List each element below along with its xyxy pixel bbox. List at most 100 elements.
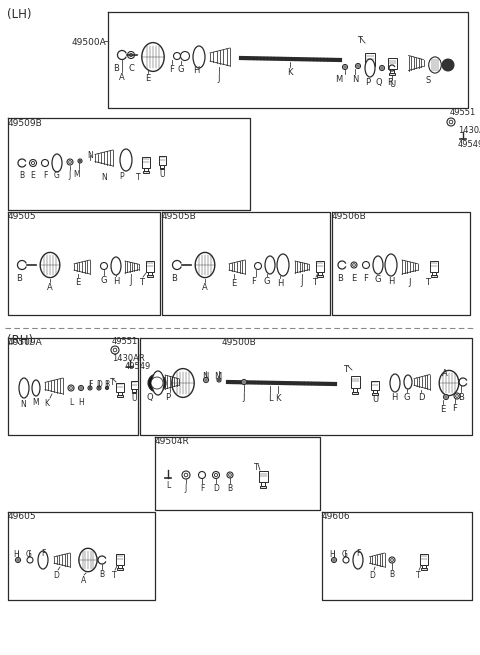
Text: N: N: [352, 75, 358, 84]
Text: G: G: [404, 393, 410, 402]
Text: J: J: [409, 278, 411, 287]
Bar: [353, 388, 357, 392]
Bar: [420, 554, 428, 565]
Bar: [144, 168, 148, 171]
Text: J: J: [130, 277, 132, 286]
Text: 49500B: 49500B: [222, 338, 257, 347]
Bar: [146, 261, 154, 272]
Text: B: B: [228, 484, 233, 493]
Ellipse shape: [172, 369, 194, 398]
Text: A: A: [202, 283, 208, 292]
Text: 49504R: 49504R: [155, 437, 190, 446]
Bar: [261, 482, 265, 486]
Circle shape: [69, 160, 72, 163]
Circle shape: [213, 472, 219, 479]
Circle shape: [100, 263, 108, 269]
Circle shape: [343, 557, 349, 563]
Circle shape: [70, 386, 72, 389]
Text: T: T: [312, 278, 317, 287]
Bar: [365, 53, 375, 66]
Text: T: T: [140, 278, 144, 287]
Text: F: F: [453, 404, 457, 413]
Ellipse shape: [277, 254, 289, 276]
Bar: [260, 486, 266, 488]
Bar: [368, 66, 372, 70]
Text: H: H: [193, 66, 199, 75]
Text: C: C: [128, 64, 134, 73]
Circle shape: [113, 348, 117, 352]
Ellipse shape: [120, 149, 132, 171]
Text: H: H: [388, 277, 394, 286]
Circle shape: [218, 379, 220, 381]
Bar: [430, 261, 438, 272]
Bar: [147, 275, 153, 277]
Circle shape: [362, 261, 370, 269]
Circle shape: [445, 396, 447, 398]
Text: 49605: 49605: [8, 512, 36, 521]
Text: 49606: 49606: [322, 512, 350, 521]
Circle shape: [151, 377, 163, 389]
Circle shape: [184, 473, 188, 477]
Text: B: B: [458, 393, 464, 402]
Text: L: L: [69, 398, 73, 407]
Text: 49509B: 49509B: [8, 119, 43, 128]
Circle shape: [182, 471, 190, 479]
Text: G: G: [178, 65, 184, 74]
Circle shape: [199, 472, 205, 479]
Ellipse shape: [365, 59, 375, 77]
Bar: [387, 58, 396, 69]
Bar: [116, 554, 124, 565]
Text: J: J: [185, 484, 187, 493]
Bar: [160, 164, 164, 168]
Ellipse shape: [404, 375, 412, 389]
Text: K: K: [287, 68, 293, 77]
Bar: [158, 156, 166, 164]
Text: D: D: [213, 484, 219, 493]
Text: F: F: [41, 549, 45, 558]
Circle shape: [454, 393, 460, 399]
Text: E: E: [31, 171, 36, 180]
Circle shape: [79, 386, 84, 390]
Circle shape: [31, 161, 35, 164]
Text: F: F: [169, 65, 174, 74]
Text: K: K: [275, 394, 281, 403]
Circle shape: [391, 559, 393, 561]
Circle shape: [456, 395, 458, 398]
Text: F: F: [200, 484, 204, 493]
Text: H: H: [277, 279, 283, 288]
Text: U: U: [131, 394, 137, 403]
Circle shape: [68, 385, 74, 391]
Text: U: U: [159, 170, 165, 179]
Text: A: A: [47, 283, 53, 292]
Text: 49500A: 49500A: [72, 38, 107, 47]
Text: T: T: [110, 378, 114, 387]
Circle shape: [241, 379, 247, 384]
Ellipse shape: [38, 551, 48, 569]
Bar: [148, 272, 152, 275]
Text: F: F: [88, 380, 92, 389]
Ellipse shape: [32, 380, 40, 396]
Text: B: B: [389, 570, 395, 579]
Circle shape: [353, 264, 355, 267]
Text: F: F: [252, 277, 256, 286]
Text: J: J: [218, 74, 220, 83]
Text: U: U: [389, 80, 395, 89]
Text: F: F: [363, 274, 369, 283]
Text: T: T: [254, 463, 258, 472]
Text: U: U: [372, 395, 378, 404]
Bar: [372, 393, 378, 395]
Circle shape: [15, 557, 21, 563]
Ellipse shape: [385, 254, 397, 276]
Text: K: K: [45, 399, 49, 408]
Text: (LH): (LH): [7, 8, 32, 21]
Text: A: A: [82, 576, 86, 585]
Circle shape: [381, 67, 383, 69]
Circle shape: [204, 377, 208, 383]
Bar: [422, 565, 426, 568]
Bar: [371, 381, 379, 390]
Circle shape: [67, 159, 73, 165]
Text: N: N: [87, 151, 93, 160]
Circle shape: [89, 387, 91, 389]
Circle shape: [449, 121, 453, 124]
Text: G: G: [101, 276, 107, 285]
